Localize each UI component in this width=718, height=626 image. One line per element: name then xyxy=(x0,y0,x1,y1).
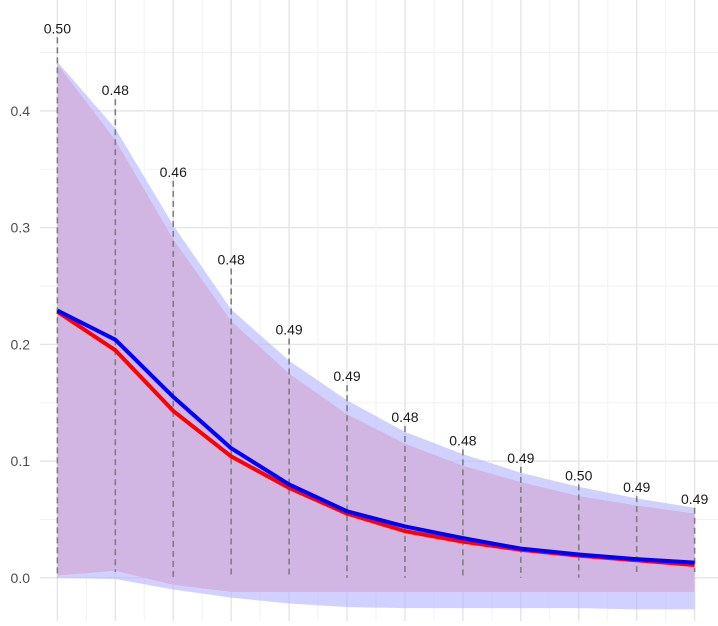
annotation-value-label: 0.49 xyxy=(275,322,302,338)
y-axis: 0.0 0.1 0.2 0.3 0.4 xyxy=(11,103,31,586)
annotation-value-label: 0.49 xyxy=(623,479,650,495)
series-line-2 xyxy=(56,308,695,565)
annotation-value-label: 0.48 xyxy=(218,251,245,267)
y-tick-label: 0.3 xyxy=(11,220,31,236)
y-tick-label: 0.4 xyxy=(11,103,31,119)
annotation-value-label: 0.49 xyxy=(333,368,360,384)
y-tick-label: 0.0 xyxy=(11,570,31,586)
y-tick-label: 0.2 xyxy=(11,336,31,352)
confidence-band-layer xyxy=(57,61,695,610)
confidence-band-2 xyxy=(57,61,695,610)
annotation-value-label: 0.48 xyxy=(102,82,129,98)
y-tick-label: 0.1 xyxy=(11,453,31,469)
annotation-value-label: 0.48 xyxy=(449,432,476,448)
annotation-value-label: 0.46 xyxy=(160,164,187,180)
annotation-value-label: 0.49 xyxy=(507,450,534,466)
series-line-layer xyxy=(56,308,695,567)
annotation-value-label: 0.48 xyxy=(391,409,418,425)
annotation-value-label: 0.50 xyxy=(44,20,71,36)
annotation-label-layer: 0.50 0.48 0.46 0.48 0.49 0.49 0.48 0.48 0.49 0.50… xyxy=(44,20,709,506)
annotation-value-label: 0.49 xyxy=(681,491,708,507)
annotation-line-layer xyxy=(56,37,696,578)
annotation-value-label: 0.50 xyxy=(565,467,592,483)
